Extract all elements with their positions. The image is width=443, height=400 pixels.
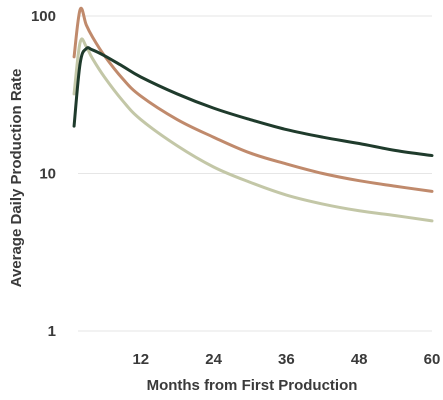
x-tick-label: 48 [351, 351, 368, 368]
y-tick-label: 1 [48, 323, 56, 340]
x-tick-label: 12 [132, 351, 149, 368]
x-tick-label: 60 [424, 351, 441, 368]
x-axis-label: Months from First Production [147, 377, 358, 394]
y-tick-label: 100 [31, 8, 56, 25]
x-tick-labels: 12 24 36 48 60 [132, 351, 440, 368]
series-line-3 [72, 37, 434, 223]
y-axis-label: Average Daily Production Rate [8, 69, 25, 288]
series-line-1 [72, 46, 434, 158]
y-tick-labels: 1 10 100 [31, 8, 56, 340]
grid-layer [78, 15, 432, 332]
series-line-2 [72, 6, 434, 193]
x-tick-label: 36 [278, 351, 295, 368]
series-layer [72, 6, 434, 223]
x-tick-label: 24 [205, 351, 222, 368]
y-tick-label: 10 [39, 166, 56, 183]
